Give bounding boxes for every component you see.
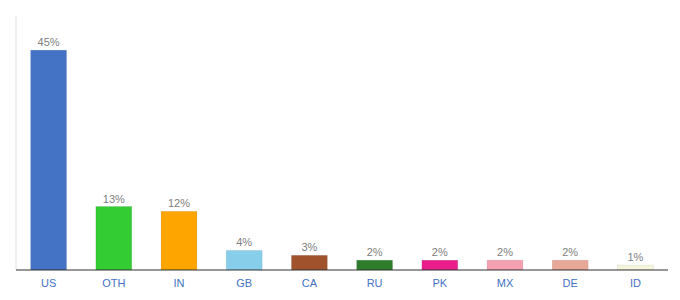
x-tick-label: IN xyxy=(174,277,185,289)
data-label: 2% xyxy=(367,246,383,258)
bar xyxy=(487,260,523,270)
data-label: 2% xyxy=(432,246,448,258)
bar xyxy=(161,211,197,270)
data-label: 13% xyxy=(103,193,125,205)
data-labels: 45% 13% 12% 4% 3% 2% 2% 2% 2% 1% xyxy=(38,36,644,263)
x-axis-line xyxy=(16,269,668,270)
chart-container: 45% 13% 12% 4% 3% 2% 2% 2% 2% 1% US OTH IN GB CA RU PK MX… xyxy=(0,0,680,300)
bar xyxy=(617,265,653,270)
x-tick-label: MX xyxy=(497,277,514,289)
bar xyxy=(291,255,327,270)
x-tick-label: OTH xyxy=(102,277,125,289)
chart-svg: 45% 13% 12% 4% 3% 2% 2% 2% 2% 1% US OTH IN GB CA RU PK MX… xyxy=(0,0,680,300)
x-tick-label: RU xyxy=(367,277,383,289)
x-tick-label: GB xyxy=(236,277,252,289)
x-tick-label: PK xyxy=(432,277,447,289)
bar xyxy=(422,260,458,270)
x-tick-label: DE xyxy=(563,277,578,289)
bar xyxy=(226,250,262,270)
x-tick-label: US xyxy=(41,277,56,289)
x-tick-label: ID xyxy=(630,277,641,289)
data-label: 2% xyxy=(497,246,513,258)
data-label: 4% xyxy=(236,236,252,248)
data-label: 2% xyxy=(562,246,578,258)
bars xyxy=(31,50,654,270)
bar xyxy=(357,260,393,270)
data-label: 3% xyxy=(301,241,317,253)
bar xyxy=(96,207,132,271)
data-label: 12% xyxy=(168,197,190,209)
x-tick-label: CA xyxy=(302,277,318,289)
x-axis: US OTH IN GB CA RU PK MX DE ID xyxy=(16,270,668,289)
data-label: 1% xyxy=(627,251,643,263)
y-range-line xyxy=(16,16,17,270)
bar xyxy=(552,260,588,270)
bar xyxy=(31,50,67,270)
data-label: 45% xyxy=(38,36,60,48)
